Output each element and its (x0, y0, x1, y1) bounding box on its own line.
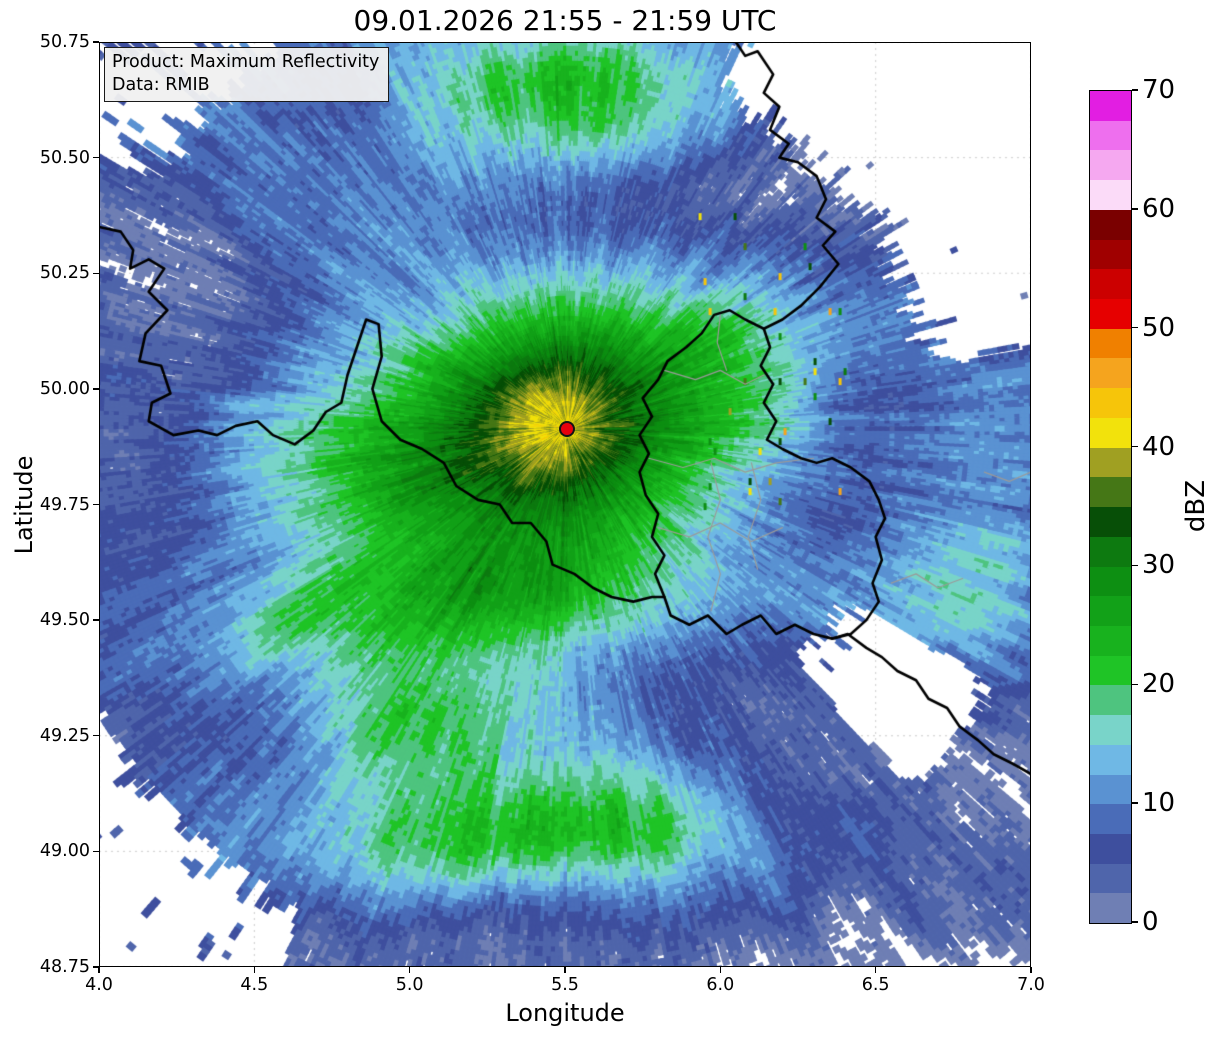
radar-site-marker (558, 420, 575, 437)
colorbar-segment (1090, 91, 1131, 121)
radar-map-plot: Product: Maximum Reflectivity Data: RMIB (99, 42, 1031, 967)
colorbar-tick-mark (1131, 327, 1138, 329)
colorbar-segment (1090, 417, 1131, 448)
colorbar-tick-mark (1131, 89, 1138, 91)
colorbar-segment (1090, 566, 1131, 597)
product-line: Product: Maximum Reflectivity (112, 52, 380, 72)
product-info-box: Product: Maximum Reflectivity Data: RMIB (104, 47, 390, 103)
colorbar-tick-mark (1131, 208, 1138, 210)
colorbar-tick-label: 40 (1142, 431, 1176, 462)
y-tick-label: 49.25 (39, 725, 90, 746)
colorbar-segment (1090, 447, 1131, 478)
y-tick-mark (93, 850, 99, 853)
x-tick-mark (874, 967, 877, 973)
colorbar-segment (1090, 774, 1131, 805)
x-tick-mark (408, 967, 411, 973)
colorbar-tick-label: 70 (1142, 75, 1176, 105)
colorbar-segment (1090, 209, 1131, 240)
colorbar-segment (1090, 625, 1131, 656)
y-tick-label: 48.75 (39, 957, 90, 977)
colorbar-segment (1090, 150, 1131, 181)
x-tick-mark (1030, 967, 1032, 973)
y-tick-label: 50.50 (39, 147, 90, 168)
x-tick-label: 5.0 (395, 975, 424, 995)
y-tick-mark (93, 272, 99, 274)
colorbar-segment (1090, 477, 1131, 508)
y-tick-label: 49.50 (39, 610, 90, 631)
y-tick-mark (93, 619, 99, 621)
y-tick-label: 50.00 (39, 378, 90, 399)
colorbar-segment (1090, 328, 1131, 359)
y-tick-label: 50.75 (39, 32, 90, 52)
colorbar-tick-mark (1131, 445, 1138, 448)
colorbar-segment (1090, 388, 1131, 418)
y-tick-mark (93, 735, 99, 737)
colorbar-tick-label: 30 (1142, 550, 1176, 581)
colorbar-segment (1090, 655, 1131, 686)
x-tick-label: 4.0 (85, 975, 113, 995)
colorbar-segment (1090, 180, 1131, 210)
colorbar-tick-label: 20 (1142, 669, 1176, 700)
data-source-line: Data: RMIB (112, 75, 210, 96)
x-tick-mark (719, 967, 722, 973)
colorbar-segment (1090, 685, 1131, 716)
colorbar-segment (1090, 269, 1131, 300)
y-tick-label: 49.00 (39, 841, 90, 862)
x-tick-mark (564, 967, 566, 973)
colorbar (1089, 90, 1132, 924)
colorbar-segment (1090, 893, 1131, 924)
colorbar-tick-mark (1131, 683, 1138, 685)
x-tick-label: 4.5 (240, 975, 269, 995)
x-tick-label: 6.5 (861, 975, 890, 995)
y-tick-mark (93, 966, 99, 968)
y-tick-mark (93, 503, 99, 506)
colorbar-segment (1090, 536, 1131, 567)
y-tick-label: 50.25 (39, 263, 90, 284)
y-tick-mark (93, 388, 99, 390)
y-axis-label: Latitude (10, 455, 38, 555)
x-tick-label: 7.0 (1017, 975, 1045, 995)
colorbar-segment (1090, 596, 1131, 626)
radar-field-canvas (99, 42, 1031, 967)
figure-title: 09.01.2026 21:55 - 21:59 UTC (353, 4, 777, 37)
colorbar-tick-label: 0 (1142, 907, 1159, 937)
colorbar-segment (1090, 833, 1131, 864)
x-tick-label: 5.5 (551, 975, 579, 995)
colorbar-segment (1090, 507, 1131, 537)
colorbar-tick-label: 60 (1142, 193, 1176, 224)
colorbar-segment (1090, 804, 1131, 834)
colorbar-segment (1090, 120, 1131, 151)
colorbar-segment (1090, 299, 1131, 329)
colorbar-tick-label: 50 (1142, 312, 1176, 343)
x-axis-label: Longitude (505, 999, 625, 1027)
colorbar-label: dBZ (1181, 479, 1211, 533)
colorbar-segment (1090, 358, 1131, 389)
colorbar-tick-mark (1131, 802, 1138, 804)
colorbar-segment (1090, 863, 1131, 894)
colorbar-tick-mark (1131, 921, 1138, 923)
colorbar-tick-label: 10 (1142, 788, 1176, 819)
y-tick-mark (93, 156, 99, 159)
y-tick-mark (93, 41, 99, 43)
colorbar-segment (1090, 239, 1131, 270)
x-tick-label: 6.0 (706, 975, 735, 995)
colorbar-segment (1090, 715, 1131, 745)
x-tick-mark (253, 967, 256, 973)
colorbar-tick-mark (1131, 564, 1138, 567)
y-tick-label: 49.75 (39, 494, 90, 515)
colorbar-segment (1090, 744, 1131, 775)
x-tick-mark (98, 967, 100, 973)
